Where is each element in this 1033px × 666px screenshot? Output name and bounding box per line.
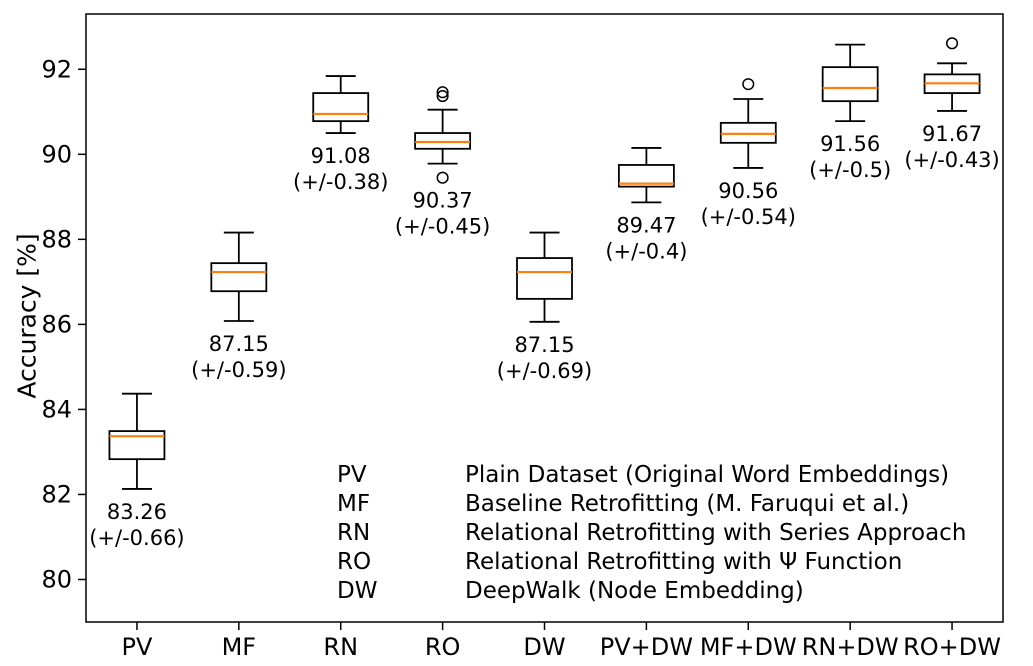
box-RN [312, 92, 370, 123]
mean-annotation: 87.15 [514, 333, 574, 357]
legend-desc: DeepWalk (Node Embedding) [465, 578, 804, 604]
std-annotation: (+/-0.38) [293, 170, 388, 194]
box-RN+DW [821, 66, 879, 103]
legend-desc: Relational Retrofitting with Series Appr… [465, 520, 967, 546]
legend-key: DW [337, 578, 378, 604]
x-tick-label: MF+DW [700, 633, 797, 661]
y-tick-label: 80 [41, 565, 72, 593]
mean-annotation: 91.67 [922, 122, 982, 146]
legend-key: RN [337, 520, 371, 546]
box-DW [516, 257, 573, 300]
legend-key: PV [337, 462, 367, 488]
legend-desc: Baseline Retrofitting (M. Faruqui et al.… [465, 491, 910, 517]
legend-desc: Plain Dataset (Original Word Embeddings) [465, 462, 950, 488]
std-annotation: (+/-0.69) [497, 359, 592, 383]
std-annotation: (+/-0.66) [89, 526, 184, 550]
outlier-marker [436, 171, 449, 184]
y-tick-label: 84 [41, 395, 72, 423]
x-tick-label: RO+DW [903, 633, 1001, 661]
mean-annotation: 91.56 [820, 132, 880, 156]
mean-annotation: 90.56 [718, 179, 778, 203]
mean-annotation: 91.08 [311, 144, 371, 168]
mean-annotation: 83.26 [107, 500, 167, 524]
box-MF [210, 262, 268, 293]
legend: PV Plain Dataset (Original Word Embeddin… [337, 461, 966, 606]
x-tick-label: PV+DW [600, 633, 693, 661]
legend-key: RO [337, 549, 372, 575]
y-axis-label: Accuracy [%] [12, 233, 42, 399]
std-annotation: (+/-0.5) [809, 158, 891, 182]
y-tick-label: 88 [41, 225, 72, 253]
outlier-marker [436, 90, 449, 103]
y-tick-label: 82 [41, 480, 72, 508]
y-tick-label: 86 [41, 310, 72, 338]
x-tick-label: MF [222, 633, 257, 661]
box-PV+DW [617, 164, 675, 188]
mean-annotation: 89.47 [616, 213, 676, 237]
legend-row: RN Relational Retrofitting with Series A… [337, 519, 966, 548]
legend-row: PV Plain Dataset (Original Word Embeddin… [337, 461, 966, 490]
std-annotation: (+/-0.59) [191, 358, 286, 382]
legend-row: MF Baseline Retrofitting (M. Faruqui et … [337, 490, 966, 519]
legend-row: RO Relational Retrofitting with Ψ Functi… [337, 548, 966, 577]
y-tick-label: 90 [41, 140, 72, 168]
x-tick-label: RN [323, 633, 358, 661]
std-annotation: (+/-0.45) [395, 215, 490, 239]
x-tick-label: PV [121, 633, 152, 661]
mean-annotation: 87.15 [209, 332, 269, 356]
outlier-marker [946, 37, 959, 50]
x-tick-label: RO [425, 633, 461, 661]
outlier-marker [742, 78, 755, 91]
std-annotation: (+/-0.54) [701, 205, 796, 229]
mean-annotation: 90.37 [413, 189, 473, 213]
x-tick-label: DW [523, 633, 565, 661]
legend-desc: Relational Retrofitting with Ψ Function [465, 549, 903, 575]
x-tick-label: RN+DW [802, 633, 899, 661]
legend-key: MF [337, 491, 371, 517]
y-tick-label: 92 [41, 55, 72, 83]
std-annotation: (+/-0.43) [904, 148, 999, 172]
legend-row: DW DeepWalk (Node Embedding) [337, 577, 966, 606]
outlier-marker [436, 86, 449, 99]
std-annotation: (+/-0.4) [605, 239, 687, 263]
